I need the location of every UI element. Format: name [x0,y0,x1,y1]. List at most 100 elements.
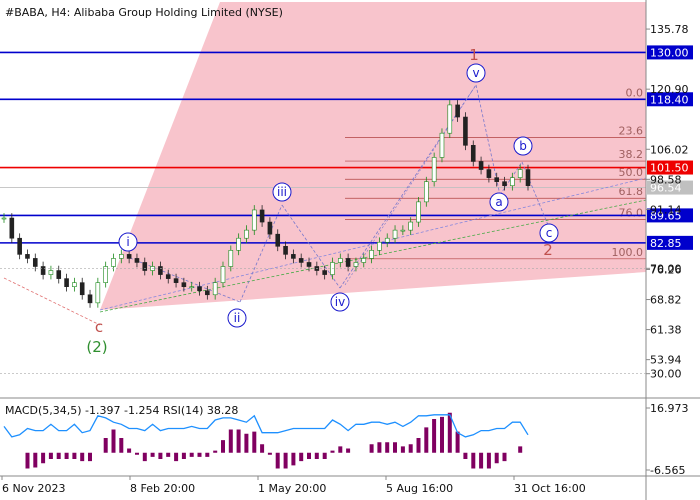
candle-body [502,181,507,187]
level-price-tag [647,92,693,107]
trend-line [239,204,283,303]
wave-circle [227,308,247,328]
candle-body [244,229,249,239]
candle-body [205,290,210,296]
trend-line [339,84,477,289]
fib-label: 0.0 [626,86,644,99]
wave-label: iv [335,295,345,309]
level-price-tag [647,45,693,60]
candle-body [236,237,241,251]
candle-body [377,241,382,251]
indicator-tick-label: -6.565 [650,464,685,477]
price-tick-label: 135.78 [650,23,689,36]
candle-body [259,209,265,223]
level-price-label: 118.40 [650,93,689,106]
time-tick-label: 1 May 20:00 [258,482,326,495]
wave-label: ii [234,311,241,325]
level-price-tag [647,235,693,250]
trend-line [281,204,341,289]
wave-label: v [472,66,479,80]
candle-body [306,262,312,267]
trend-line [99,199,647,313]
trend-line [99,177,647,311]
price-levels: 130.00 118.40 101.50 96.54 89.65 82.85 [0,45,693,250]
price-tick-label: 76.26 [650,263,682,276]
candle-body [251,209,257,231]
candle-body [32,258,38,267]
candle-body [439,132,445,158]
time-tick-label: 6 Nov 2023 [2,482,65,495]
price-tick-label: 120.90 [650,83,689,96]
candle-body [197,286,202,292]
trend-line [475,84,501,196]
fib-label: 61.8 [619,185,644,198]
wave-circle [330,292,350,312]
wave-label: a [495,195,502,209]
candle-body [64,278,69,287]
level-price-label: 96.54 [650,182,682,195]
candle-body [463,116,468,146]
wave-label: (2) [86,338,107,356]
candle-body [1,217,7,220]
candle-body [369,250,374,259]
candle-body [119,254,124,259]
level-price-label: 101.50 [650,162,689,175]
fib-label: 23.6 [619,125,644,138]
indicator-axis-ticks: 16.973 70.00 30.00 -6.565 [0,262,689,477]
fib-label: 100.0 [612,246,644,259]
candle-body [291,254,296,259]
candle-body [416,201,421,223]
symbol-title: #BABA, H4: Alibaba Group Holding Limited… [5,6,283,19]
trend-lines [3,84,647,326]
trend-line [3,277,101,326]
candle-body [267,221,273,235]
wave-label: i [126,235,129,249]
level-price-tag [647,160,693,175]
time-axis-ticks: 6 Nov 2023 8 Feb 20:00 1 May 20:00 5 Aug 16… [1,476,586,495]
candle-body [494,177,500,182]
price-tick-label: 91.14 [650,203,682,216]
wave-circle [539,223,559,243]
candle-body [95,282,101,304]
candle-body [181,282,187,287]
candle-body [173,278,179,283]
level-price-tag [647,180,693,195]
fib-label: 50.0 [619,166,644,179]
indicator-tick-label: 70.00 [650,262,682,275]
candle-body [126,254,132,259]
price-tick-label: 106.02 [650,143,689,156]
candle-body [134,258,140,263]
candle-body [447,104,453,134]
wave-label: 1 [469,46,479,64]
candle-body [111,258,116,267]
wave-circle [466,63,486,83]
candle-body [212,282,218,296]
candle-body [87,294,93,304]
candle-body [72,282,77,287]
price-axis-ticks: 135.78 120.90 106.02 98.58 91.14 76.26 68.82 61… [646,23,689,367]
candle-body [298,258,304,263]
wave-label: 2 [543,241,553,259]
time-tick-label: 5 Aug 16:00 [386,482,453,495]
wave-label: c [95,318,103,336]
candle-body [189,286,195,288]
price-tick-label: 98.58 [650,173,682,186]
candle-body [56,270,62,279]
candle-body [337,258,343,263]
indicator-tick-label: 30.00 [650,368,682,381]
candle-body [455,104,460,118]
fib-label: 38.2 [619,148,644,161]
candle-body [384,237,390,243]
candle-body [48,270,54,275]
candle-body [392,229,398,239]
candle-body [17,237,22,255]
indicator-tick-label: 16.973 [650,402,689,415]
rsi-line [3,414,529,438]
candle-body [361,258,367,263]
candle-body [353,262,359,267]
candle-body [510,177,515,187]
candle-body [25,254,30,259]
wave-label: b [519,139,527,153]
